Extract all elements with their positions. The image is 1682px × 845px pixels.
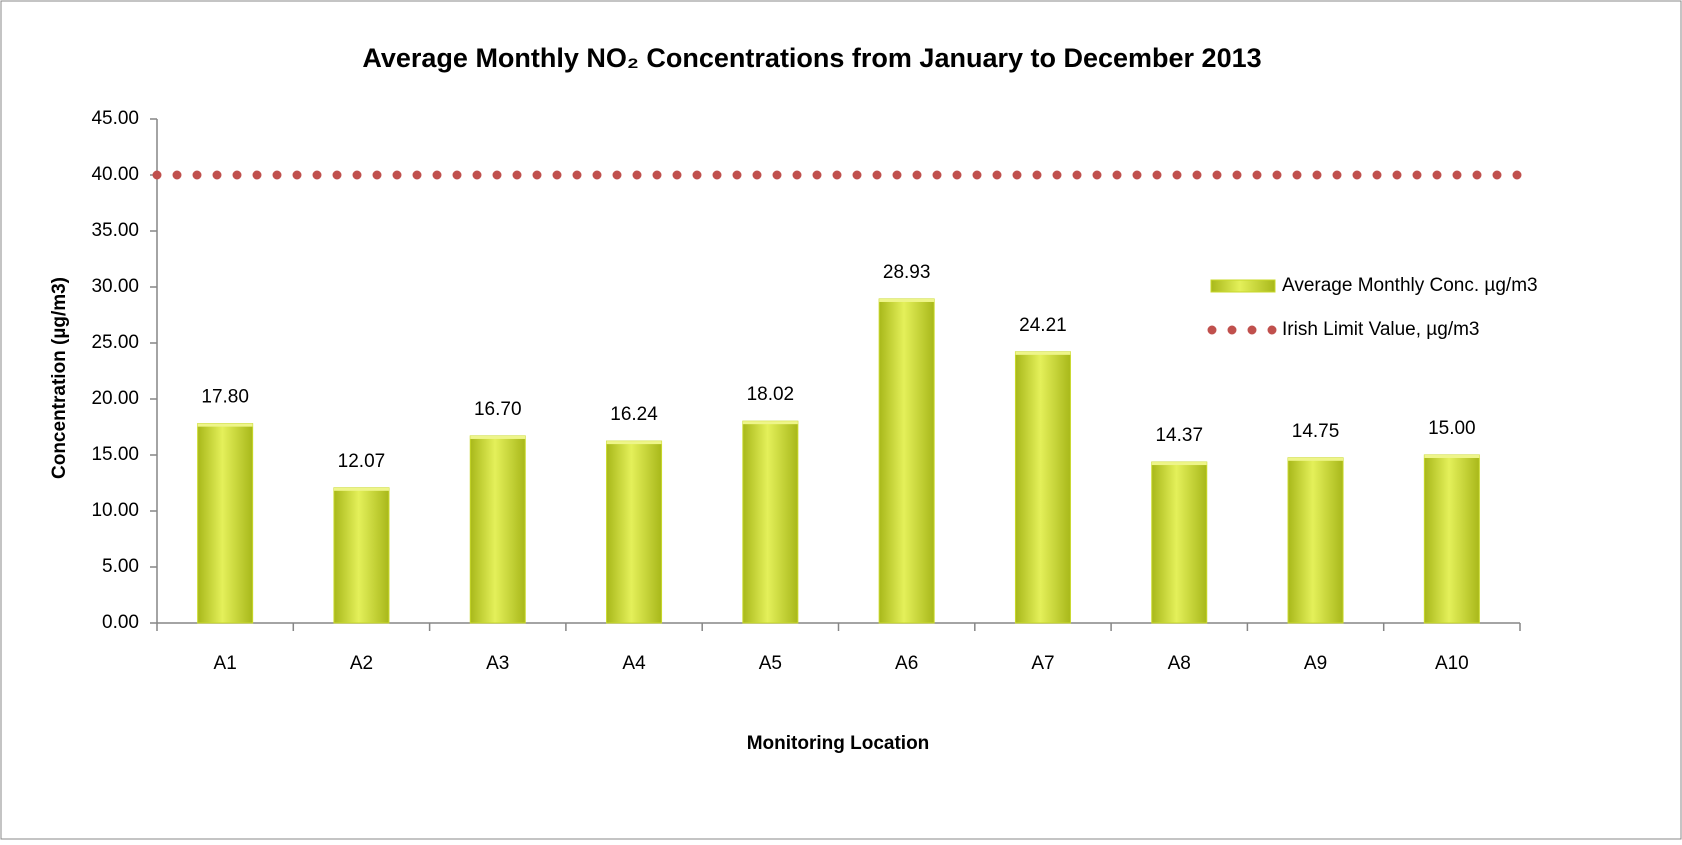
y-tick-label: 35.00 xyxy=(91,220,139,241)
bar xyxy=(878,298,935,624)
bar-top xyxy=(742,421,798,425)
bar-top xyxy=(1151,462,1207,466)
chart-title: Average Monthly NO₂ Concentrations from … xyxy=(362,43,1261,73)
value-label: 15.00 xyxy=(1428,418,1476,439)
x-tick-label: A6 xyxy=(895,653,918,674)
bar-top xyxy=(1015,351,1071,355)
bar-top xyxy=(606,441,662,445)
value-label: 16.70 xyxy=(474,399,522,420)
value-label: 24.21 xyxy=(1019,315,1067,336)
bar-top xyxy=(197,423,253,427)
y-tick-label: 10.00 xyxy=(91,500,139,521)
y-tick-label: 0.00 xyxy=(102,612,139,633)
x-tick-label: A10 xyxy=(1435,653,1469,674)
bar xyxy=(1014,351,1071,624)
bar xyxy=(469,435,526,624)
value-label: 17.80 xyxy=(201,387,249,408)
y-tick-label: 20.00 xyxy=(91,388,139,409)
legend-swatch xyxy=(1210,279,1276,293)
x-tick-label: A4 xyxy=(622,653,646,674)
value-label: 18.02 xyxy=(747,384,795,405)
y-tick-label: 5.00 xyxy=(102,556,139,577)
legend-label: Average Monthly Conc. µg/m3 xyxy=(1282,275,1538,296)
bar xyxy=(742,420,799,624)
value-label: 14.75 xyxy=(1292,421,1340,442)
x-tick-label: A8 xyxy=(1168,653,1191,674)
value-label: 12.07 xyxy=(338,451,386,472)
y-tick-label: 45.00 xyxy=(91,108,139,129)
x-tick-label: A7 xyxy=(1031,653,1054,674)
x-tick-label: A1 xyxy=(214,653,237,674)
x-tick-label: A2 xyxy=(350,653,373,674)
x-axis-title: Monitoring Location xyxy=(747,733,930,754)
y-axis-title: Concentration (µg/m3) xyxy=(49,277,70,479)
value-label: 16.24 xyxy=(610,404,658,425)
x-tick-label: A5 xyxy=(759,653,782,674)
value-label: 28.93 xyxy=(883,262,931,283)
x-tick-label: A9 xyxy=(1304,653,1327,674)
y-tick-label: 30.00 xyxy=(91,276,139,297)
y-tick-label: 15.00 xyxy=(91,444,139,465)
bar xyxy=(606,440,663,624)
bar-top xyxy=(470,435,526,439)
bar xyxy=(333,487,390,624)
y-tick-label: 25.00 xyxy=(91,332,139,353)
x-tick-label: A3 xyxy=(486,653,509,674)
bar xyxy=(1287,457,1344,624)
bar xyxy=(1151,461,1208,624)
y-tick-label: 40.00 xyxy=(91,164,139,185)
bar-top xyxy=(879,298,935,302)
bar-top xyxy=(1424,455,1480,458)
bar xyxy=(197,423,254,624)
value-label: 14.37 xyxy=(1155,425,1203,446)
legend-label: Irish Limit Value, µg/m3 xyxy=(1282,319,1480,340)
bar-top xyxy=(333,487,389,491)
bar xyxy=(1423,454,1480,624)
bar-top xyxy=(1288,457,1344,461)
